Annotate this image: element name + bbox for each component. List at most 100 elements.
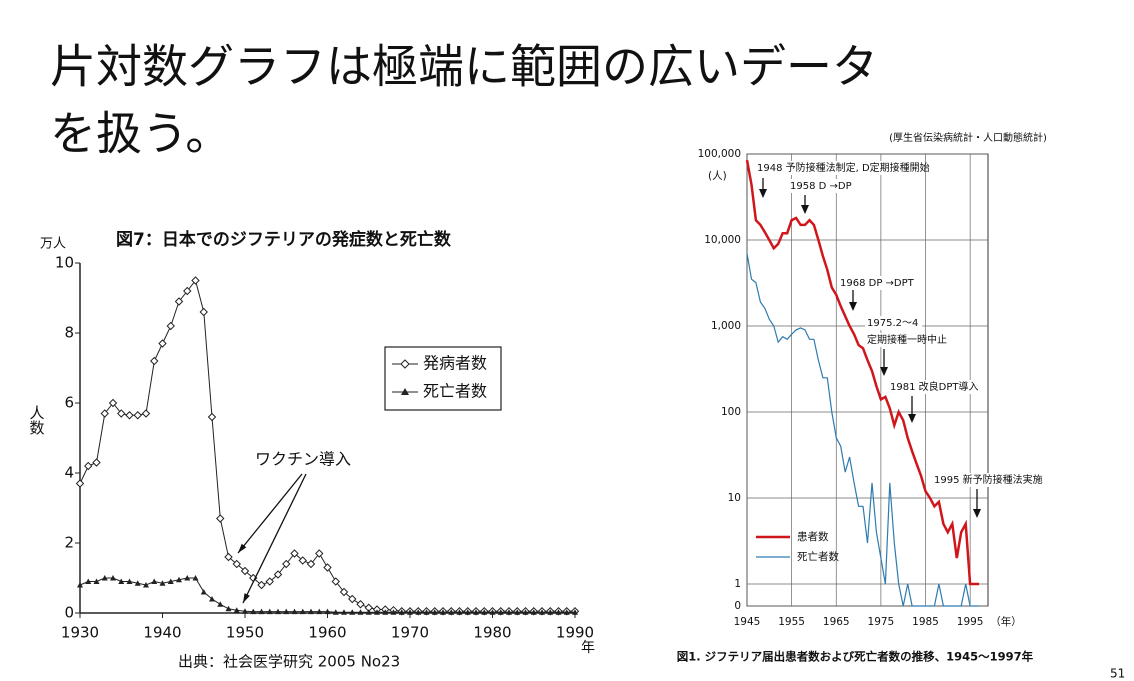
marker <box>192 575 199 581</box>
series-line <box>79 279 575 612</box>
y-tick-label: 10,000 <box>704 234 741 246</box>
annotation: 1975.2〜4 <box>867 318 918 329</box>
marker <box>283 608 290 615</box>
marker <box>324 608 331 615</box>
marker <box>315 549 324 558</box>
annotation: ワクチン導入 <box>255 450 351 469</box>
marker <box>316 608 323 615</box>
marker <box>176 576 182 583</box>
marker <box>85 578 92 584</box>
annotation: 1958 D →DP <box>790 181 852 192</box>
marker <box>151 578 158 584</box>
marker <box>332 609 339 615</box>
y-unit: 万人 <box>40 237 66 252</box>
x-tick-label: 1965 <box>823 616 850 628</box>
marker <box>423 609 430 615</box>
marker <box>174 297 184 306</box>
annotation-arrow <box>237 473 303 554</box>
marker <box>200 589 207 595</box>
y-tick-label: 8 <box>64 324 74 342</box>
marker <box>572 609 578 615</box>
marker <box>275 608 281 615</box>
marker <box>464 609 471 615</box>
slide-title: 片対数グラフは極端に範囲の広いデータ <box>50 40 878 94</box>
arrow-head <box>238 543 247 553</box>
annotation-arrow <box>242 473 307 604</box>
marker <box>199 307 208 317</box>
marker <box>217 601 224 607</box>
x-tick-label: 1950 <box>226 624 264 642</box>
marker <box>514 609 521 615</box>
marker <box>150 356 159 366</box>
arrow-head <box>801 205 809 214</box>
x-tick-label: 1985 <box>912 616 939 628</box>
caption: 図1. ジフテリア届出患者数および死亡者数の推移、1945〜1997年 <box>677 650 1034 664</box>
marker <box>356 600 365 609</box>
marker <box>100 409 109 418</box>
marker <box>298 556 307 565</box>
y-axis-label: 人数 <box>28 405 46 435</box>
legend-label: 死亡者数 <box>797 550 839 563</box>
source: (厚生省伝染病統計・人口動態統計) <box>889 131 1047 144</box>
marker <box>539 609 545 615</box>
marker <box>108 398 118 408</box>
page-number: 51 <box>1110 667 1125 681</box>
marker <box>240 566 250 576</box>
marker <box>431 609 438 615</box>
marker <box>224 552 233 562</box>
x-tick-label: 1945 <box>734 616 761 628</box>
marker <box>92 458 101 467</box>
marker <box>191 276 200 285</box>
marker <box>440 609 446 615</box>
marker <box>299 608 306 615</box>
marker <box>530 609 537 615</box>
x-axis-label: （年） <box>990 615 1022 628</box>
marker <box>282 559 291 569</box>
marker <box>273 570 283 579</box>
arrow-head <box>908 414 916 423</box>
y-tick-label: 6 <box>64 394 74 412</box>
marker <box>348 594 357 604</box>
marker <box>547 609 554 615</box>
marker <box>390 609 397 615</box>
marker <box>415 609 422 615</box>
x-tick-label: 1990 <box>556 624 594 642</box>
x-axis-label: 年 <box>581 640 595 656</box>
marker <box>349 609 356 615</box>
marker <box>331 577 340 586</box>
marker <box>382 609 389 615</box>
marker <box>555 609 562 615</box>
y-tick-label: 10 <box>55 254 74 272</box>
marker <box>290 549 299 558</box>
y-tick-label: 1,000 <box>711 320 741 332</box>
marker <box>257 580 266 590</box>
marker <box>134 580 141 586</box>
annotation-bg <box>865 333 923 347</box>
marker <box>133 411 142 420</box>
marker <box>216 514 225 523</box>
marker <box>563 609 570 615</box>
marker <box>497 609 504 615</box>
marker <box>166 321 175 331</box>
annotation: 1968 DP →DPT <box>840 278 915 289</box>
legend-label: 患者数 <box>797 530 829 543</box>
marker <box>143 582 149 588</box>
x-tick-label: 1980 <box>473 624 511 642</box>
marker <box>258 608 265 615</box>
marker <box>84 461 93 471</box>
marker <box>266 608 273 615</box>
legend-label: 死亡者数 <box>423 382 487 401</box>
marker <box>207 412 217 422</box>
y-tick-label: 4 <box>64 464 74 482</box>
y-tick-label: 2 <box>64 534 74 552</box>
y-unit: (人) <box>708 170 727 182</box>
marker <box>184 575 191 581</box>
x-tick-label: 1995 <box>957 616 984 628</box>
marker <box>159 580 166 586</box>
marker <box>183 286 192 296</box>
y-tick-label: 100 <box>721 406 741 418</box>
marker <box>265 577 274 586</box>
marker <box>141 409 151 418</box>
marker <box>308 608 314 615</box>
y-tick-label: 100,000 <box>698 148 741 160</box>
